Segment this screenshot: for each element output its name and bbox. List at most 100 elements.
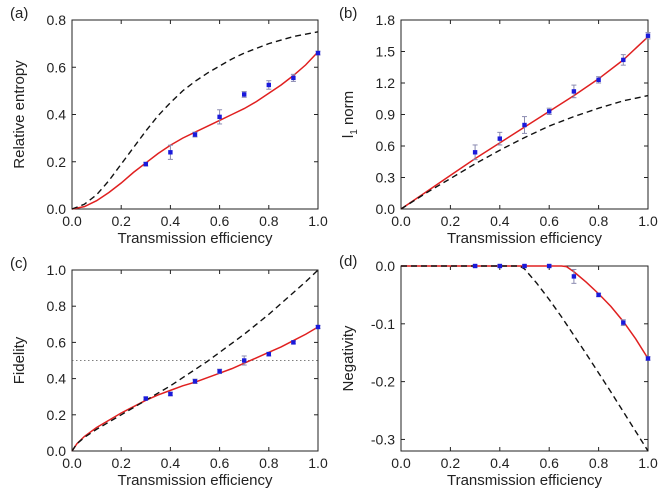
y-tick-label: 0.0 — [47, 201, 67, 217]
x-tick-label: 0.2 — [441, 455, 461, 471]
y-tick-label: 0.3 — [376, 170, 396, 186]
panel-a: 0.0 0.2 0.4 0.6 0.8 1.00.00.20.40.60.8Transmi… — [10, 5, 328, 247]
data-point — [168, 150, 173, 155]
data-point — [522, 263, 527, 269]
data-point — [192, 379, 198, 384]
panel-c: 0.0 0.2 0.4 0.6 0.8 1.0 0.0 0.2 0.4 0.6 0.8 1.0 Tran… — [10, 255, 328, 489]
x-tick-label: 0.8 — [589, 213, 609, 229]
panel-label: (a) — [10, 5, 28, 22]
x-tick-label: 0.6 — [210, 455, 230, 471]
data-point — [621, 57, 626, 63]
y-tick-label: 0.2 — [47, 154, 67, 170]
y-axis-title: Fidelity — [11, 336, 28, 384]
x-tick-label: 0.0 — [391, 213, 411, 229]
panel-b: 0.0 0.2 0.4 0.6 0.8 1.0 0.0 0.3 0.6 0.9 1.2 1.5 1.8 T… — [339, 5, 658, 247]
y-tick-label: 0.8 — [47, 298, 67, 314]
dashed-curve — [71, 31, 319, 210]
x-tick-label: 0.4 — [161, 213, 181, 229]
x-tick-label: 0.0 — [62, 213, 82, 229]
y-tick-label: 0.6 — [376, 138, 396, 154]
data-point — [547, 109, 552, 114]
data-point — [168, 391, 173, 397]
x-tick-label: 0.6 — [210, 213, 230, 229]
x-tick-label: 0.2 — [441, 213, 461, 229]
data-point — [143, 161, 148, 167]
x-axis-title: Transmission efficiency — [447, 472, 603, 489]
x-tick-label: 1.0 — [308, 455, 328, 471]
x-tick-label: 1.0 — [638, 455, 658, 471]
x-tick-label: 0.0 — [391, 455, 411, 471]
y-tick-label: 1.0 — [47, 262, 67, 278]
y-tick-label: 0.8 — [47, 12, 67, 28]
x-tick-label: 0.0 — [62, 455, 82, 471]
data-point — [291, 340, 296, 345]
x-tick-label: 1.0 — [638, 213, 658, 229]
data-point — [645, 356, 651, 361]
y-tick-label: 0.2 — [47, 407, 67, 423]
x-tick-label: 0.8 — [259, 213, 279, 229]
x-tick-label: 0.6 — [539, 213, 559, 229]
data-point — [522, 122, 527, 128]
data-point — [472, 263, 478, 269]
panel-label: (b) — [339, 5, 357, 22]
data-point — [217, 114, 222, 120]
data-point — [266, 351, 271, 357]
y-tick-label: 0.0 — [376, 258, 396, 274]
x-tick-label: 0.2 — [111, 455, 131, 471]
panel-label: (d) — [339, 253, 357, 270]
plot-frame — [400, 19, 649, 210]
y-tick-label: -0.3 — [371, 431, 395, 447]
y-tick-label: 0.0 — [376, 201, 396, 217]
dashed-curve — [400, 94, 649, 210]
y-axis-title: Relative entropy — [11, 60, 28, 169]
x-axis-title: Transmission efficiency — [447, 230, 603, 247]
data-point — [315, 50, 321, 56]
solid-curve — [401, 265, 649, 359]
dashed-curve — [71, 269, 319, 452]
data-point — [472, 150, 478, 155]
data-point — [497, 263, 502, 269]
x-tick-label: 0.6 — [539, 455, 559, 471]
x-tick-label: 0.4 — [490, 455, 510, 471]
data-point — [596, 292, 601, 298]
x-tick-label: 0.4 — [490, 213, 510, 229]
x-tick-label: 0.8 — [259, 455, 279, 471]
y-tick-label: 1.5 — [376, 44, 396, 60]
x-tick-label: 0.4 — [161, 455, 181, 471]
solid-curve — [71, 326, 319, 452]
data-point — [645, 33, 651, 38]
data-point — [571, 89, 577, 94]
y-tick-label: 0.0 — [47, 443, 67, 459]
data-point — [143, 396, 148, 401]
data-point — [266, 82, 271, 88]
plot-frame — [400, 265, 649, 452]
x-tick-label: 0.2 — [111, 213, 131, 229]
plot-frame — [71, 19, 319, 210]
x-axis-title: Transmission efficiency — [117, 230, 273, 247]
data-point — [217, 369, 222, 374]
y-axis-title: Negativity — [340, 325, 357, 391]
data-point — [242, 358, 247, 363]
x-tick-label: 0.8 — [589, 455, 609, 471]
data-point — [242, 92, 247, 97]
data-point — [571, 274, 577, 279]
y-tick-label: 0.9 — [376, 107, 396, 123]
x-tick-label: 1.0 — [308, 213, 328, 229]
y-tick-label: 0.4 — [47, 371, 67, 387]
y-tick-label: 1.8 — [376, 12, 396, 28]
x-axis-title: Transmission efficiency — [117, 472, 273, 489]
solid-curve — [71, 51, 319, 210]
y-tick-label: 0.4 — [47, 107, 67, 123]
y-tick-label: -0.1 — [371, 316, 395, 332]
y-axis-title: l1 norm — [340, 91, 360, 138]
dashed-curve — [401, 265, 649, 452]
data-point — [596, 77, 601, 83]
panel-d: 0.0 0.2 0.4 0.6 0.8 1.0 0.0 -0.1 -0.2 -0.3 Transmi… — [339, 253, 658, 489]
y-tick-label: 0.6 — [47, 334, 67, 350]
data-point — [621, 320, 626, 325]
panel-label: (c) — [10, 255, 28, 272]
data-point — [547, 263, 552, 269]
data-point — [315, 324, 321, 330]
data-point — [192, 132, 198, 137]
